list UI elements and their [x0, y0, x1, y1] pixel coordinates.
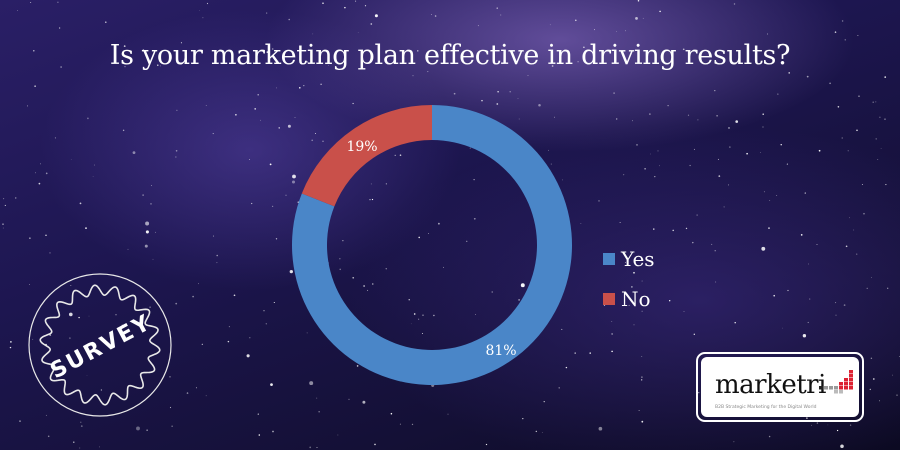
legend-item-no: No	[603, 286, 655, 312]
slice-label-no: 19%	[346, 139, 377, 155]
badge-outer-ring	[28, 273, 172, 417]
logo-bar-mark-icon	[819, 370, 853, 394]
logo-wordmark: marketri	[715, 370, 826, 400]
legend-swatch-yes	[603, 253, 615, 265]
survey-text: SURVEY	[46, 310, 155, 384]
legend-swatch-no	[603, 293, 615, 305]
survey-badge: SURVEY	[28, 273, 172, 417]
chart-legend: Yes No	[603, 246, 655, 326]
legend-label-yes: Yes	[621, 247, 655, 271]
donut-slice-no	[301, 105, 432, 207]
marketri-logo: marketri B2B Strategic Marketing for the…	[696, 352, 864, 422]
chart-title: Is your marketing plan effective in driv…	[109, 40, 791, 71]
logo-tagline: B2B Strategic Marketing for the Digital …	[715, 405, 817, 410]
badge-wavy-ring	[39, 284, 161, 406]
slice-label-yes: 81%	[485, 343, 516, 359]
legend-item-yes: Yes	[603, 246, 655, 272]
legend-label-no: No	[621, 287, 651, 311]
